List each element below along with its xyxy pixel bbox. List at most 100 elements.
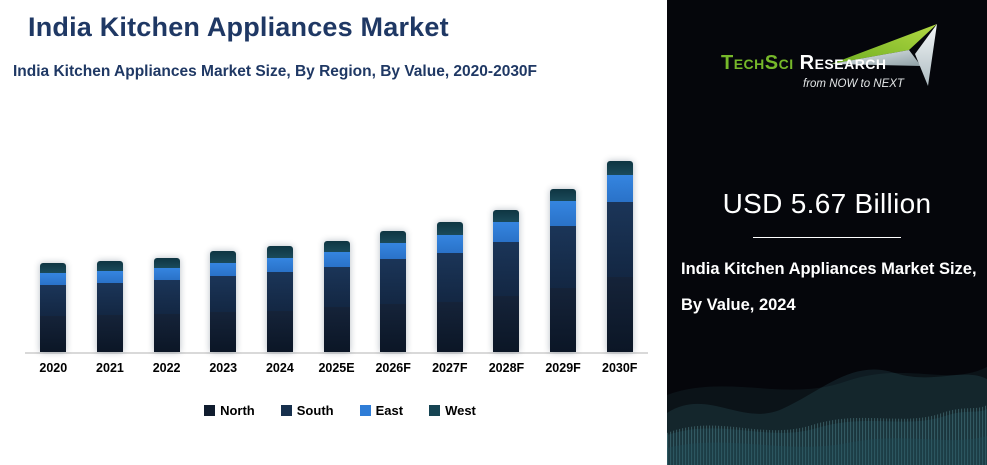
bar-column-2029F (535, 137, 592, 352)
segment-south-2030F (606, 202, 633, 278)
segment-east-2030F (606, 175, 633, 203)
segment-south-2024 (266, 272, 293, 312)
bar-column-2020 (25, 137, 82, 352)
bar-2027F (436, 222, 463, 352)
legend-label-south: South (296, 403, 334, 418)
legend-label-east: East (375, 403, 404, 418)
segment-east-2022 (153, 268, 180, 281)
chart-legend: North South East West (13, 403, 667, 418)
segment-north-2024 (266, 311, 293, 352)
bar-2025E (323, 241, 350, 352)
bar-column-2030F (591, 137, 648, 352)
segment-east-2023 (210, 262, 237, 276)
bar-column-2024 (252, 137, 309, 352)
segment-west-2030F (606, 161, 633, 176)
legend-swatch-south (280, 405, 292, 416)
logo-wordmark: TechSci Research (721, 52, 887, 75)
wave-pattern-decoration (667, 367, 987, 465)
segment-north-2025E (323, 307, 350, 352)
page-title: India Kitchen Appliances Market (28, 12, 449, 42)
x-label-2030F: 2030F (602, 361, 638, 375)
segment-south-2027F (436, 253, 463, 303)
segment-west-2026F (380, 230, 407, 243)
segment-west-2024 (266, 246, 293, 259)
segment-west-2020 (40, 263, 67, 273)
segment-east-2029F (550, 201, 577, 227)
segment-north-2028F (493, 295, 520, 352)
segment-north-2027F (436, 302, 463, 352)
segment-east-2027F (436, 235, 463, 254)
legend-item-south: South (280, 403, 334, 418)
x-label-2023: 2023 (209, 361, 238, 375)
bar-2030F (606, 161, 633, 352)
segment-east-2026F (380, 242, 407, 259)
x-axis-labels: 2020 2021 2022 2023 2024 2025E 2026F 2027F 2028F… (25, 361, 648, 375)
segment-south-2023 (210, 275, 237, 312)
segment-south-2021 (96, 283, 123, 315)
segment-west-2029F (550, 189, 577, 202)
x-label-2028F: 2028F (488, 361, 525, 375)
segment-north-2030F (606, 277, 633, 352)
logo-tagline: from NOW to NEXT (803, 78, 904, 90)
panel-caption-line1: India Kitchen Appliances Market Size, (681, 260, 977, 278)
panel-caption-line2: By Value, 2024 (681, 296, 796, 314)
logo-arrow-icon (831, 24, 937, 86)
panel-divider (753, 237, 901, 238)
bar-2026F (380, 230, 407, 352)
segment-east-2021 (96, 271, 123, 283)
x-label-2029F: 2029F (545, 361, 581, 375)
bar-column-2025E (308, 137, 365, 352)
segment-west-2023 (210, 250, 237, 263)
stacked-bar-chart: 2020 2021 2022 2023 2024 2025E 2026F 2027F 2028F… (25, 137, 648, 375)
segment-north-2022 (153, 314, 180, 352)
x-label-2020: 2020 (39, 361, 68, 375)
legend-label-west: West (445, 403, 476, 418)
segment-south-2025E (323, 267, 350, 307)
legend-item-east: East (359, 403, 404, 418)
segment-north-2021 (96, 315, 123, 352)
x-label-2027F: 2027F (432, 361, 468, 375)
bar-column-2027F (421, 137, 478, 352)
side-panel: TechSci Research from NOW to NEXT USD 5.6… (667, 0, 987, 465)
bar-2028F (493, 209, 520, 352)
techsci-logo: TechSci Research from NOW to NEXT (707, 8, 947, 104)
segment-west-2022 (153, 258, 180, 269)
x-axis-line (25, 352, 648, 354)
bar-2029F (550, 189, 577, 352)
bar-2023 (210, 250, 237, 352)
segment-north-2026F (380, 304, 407, 352)
legend-label-north: North (220, 403, 255, 418)
plot-area (25, 137, 648, 352)
segment-south-2028F (493, 241, 520, 296)
bar-2024 (266, 246, 293, 352)
segment-north-2020 (40, 315, 67, 352)
segment-east-2024 (266, 258, 293, 273)
segment-east-2025E (323, 252, 350, 267)
segment-south-2029F (550, 226, 577, 289)
legend-item-west: West (429, 403, 476, 418)
panel-caption: India Kitchen Appliances Market Size, By… (681, 251, 977, 323)
legend-swatch-north (204, 405, 216, 416)
x-label-2025E: 2025E (318, 361, 355, 375)
bar-column-2021 (82, 137, 139, 352)
segment-north-2023 (210, 312, 237, 352)
bar-column-2022 (138, 137, 195, 352)
legend-swatch-west (429, 405, 441, 416)
x-label-2024: 2024 (265, 361, 294, 375)
bar-2022 (153, 258, 180, 352)
legend-swatch-east (359, 405, 371, 416)
bar-column-2026F (365, 137, 422, 352)
x-label-2026F: 2026F (375, 361, 411, 375)
bar-2021 (96, 261, 123, 352)
segment-west-2028F (493, 209, 520, 222)
segment-west-2025E (323, 241, 350, 252)
segment-south-2026F (380, 259, 407, 304)
segment-east-2020 (40, 272, 67, 285)
logo-brand-primary: TechSci (721, 52, 794, 74)
chart-section: India Kitchen Appliances Market India Ki… (13, 12, 667, 418)
bar-2020 (40, 263, 67, 352)
segment-west-2027F (436, 222, 463, 236)
x-label-2021: 2021 (96, 361, 124, 375)
x-label-2022: 2022 (152, 361, 181, 375)
segment-west-2021 (96, 261, 123, 271)
